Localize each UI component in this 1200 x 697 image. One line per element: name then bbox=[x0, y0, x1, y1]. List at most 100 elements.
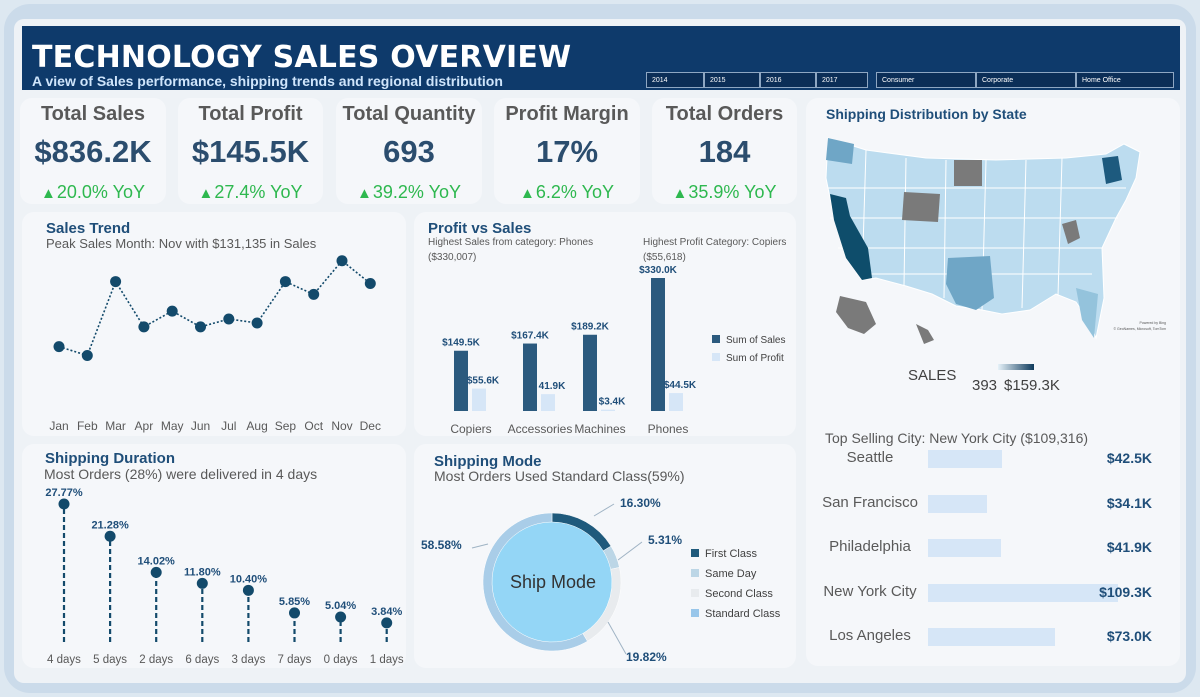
state-north-dakota[interactable] bbox=[954, 160, 982, 186]
slicer-segment-consumer[interactable]: Consumer bbox=[876, 72, 976, 88]
state-wyoming[interactable] bbox=[902, 192, 940, 222]
city-name: Los Angeles bbox=[829, 627, 911, 644]
sales-point-jun[interactable] bbox=[195, 321, 206, 333]
x-tick-label: 0 days bbox=[324, 654, 358, 666]
legend-label: Sum of Profit bbox=[726, 353, 784, 364]
bar-sales-accessories[interactable] bbox=[523, 343, 537, 411]
label-standard-class: 58.58% bbox=[421, 538, 462, 552]
x-tick-label: 2 days bbox=[139, 654, 173, 666]
map-attribution-bing: Powered by Bing bbox=[1140, 321, 1167, 325]
legend-label: Sum of Sales bbox=[726, 335, 786, 346]
x-tick-label: 7 days bbox=[278, 654, 312, 666]
legend-swatch bbox=[691, 549, 699, 557]
shipping-mode-card: Shipping Mode Most Orders Used Standard … bbox=[414, 444, 796, 668]
sales-point-apr[interactable] bbox=[138, 321, 150, 333]
up-arrow-icon: ▲ bbox=[672, 185, 688, 202]
state-new-york[interactable] bbox=[1102, 156, 1122, 184]
leader-line bbox=[471, 543, 489, 549]
bar-profit-machines[interactable] bbox=[601, 409, 615, 411]
sales-point-sep[interactable] bbox=[279, 276, 291, 288]
legend-label: Same Day bbox=[705, 568, 757, 580]
bar-profit-phones[interactable] bbox=[669, 393, 683, 411]
legend-swatch bbox=[691, 569, 699, 577]
x-tick-label: Aug bbox=[246, 419, 267, 433]
sales-point-may[interactable] bbox=[166, 305, 178, 317]
map-legend-max: $159.3K bbox=[1004, 377, 1060, 394]
slicer-year-2017[interactable]: 2017 bbox=[816, 72, 868, 88]
state-california[interactable] bbox=[830, 194, 872, 280]
bar-sales-phones[interactable] bbox=[651, 278, 665, 411]
kpi-yoy-text: 39.2% YoY bbox=[372, 182, 461, 202]
header-banner: TECHNOLOGY SALES OVERVIEW A view of Sale… bbox=[22, 26, 1180, 90]
sales-point-jul[interactable] bbox=[223, 313, 235, 325]
category-label: Accessories bbox=[508, 422, 573, 436]
legend-item-same-day: Same Day bbox=[691, 568, 756, 580]
lollipop-dot-5-days[interactable] bbox=[104, 530, 116, 542]
lollipop-dot-3-days[interactable] bbox=[242, 584, 254, 596]
slicer-segment-home-office[interactable]: Home Office bbox=[1076, 72, 1174, 88]
kpi-label: Total Profit bbox=[198, 103, 303, 125]
label-same-day: 5.31% bbox=[648, 533, 683, 547]
sales-point-oct[interactable] bbox=[308, 288, 320, 300]
donut-slice-standard-class[interactable] bbox=[482, 512, 588, 652]
sales-point-nov[interactable] bbox=[336, 255, 348, 267]
lollipop-value-label: 27.77% bbox=[45, 487, 83, 499]
city-name: Philadelphia bbox=[829, 538, 911, 555]
slicer-year-2014[interactable]: 2014 bbox=[646, 72, 704, 88]
state-hawaii[interactable] bbox=[916, 324, 934, 344]
state-florida[interactable] bbox=[1076, 288, 1098, 338]
lollipop-dot-6-days[interactable] bbox=[196, 577, 208, 589]
kpi-yoy-text: 20.0% YoY bbox=[56, 182, 145, 202]
city-bar[interactable] bbox=[928, 628, 1055, 646]
category-label: Copiers bbox=[450, 422, 491, 436]
map-legend-gradient bbox=[998, 364, 1034, 370]
sales-data-label: $189.2K bbox=[571, 322, 610, 333]
x-tick-label: 6 days bbox=[185, 654, 219, 666]
sales-point-jan[interactable] bbox=[53, 341, 65, 353]
kpi-yoy: ▲39.2% YoY bbox=[336, 182, 482, 203]
sales-point-dec[interactable] bbox=[364, 278, 376, 290]
state-texas[interactable] bbox=[946, 256, 994, 310]
legend-swatch bbox=[712, 353, 720, 361]
label-second-class: 19.82% bbox=[626, 650, 667, 664]
profit-data-label: $3.4K bbox=[599, 397, 626, 408]
lollipop-dot-2-days[interactable] bbox=[150, 566, 162, 578]
lollipop-dot-4-days[interactable] bbox=[58, 498, 70, 510]
city-bar[interactable] bbox=[928, 583, 1118, 602]
slicer-segment-corporate[interactable]: Corporate bbox=[976, 72, 1076, 88]
kpi-yoy: ▲35.9% YoY bbox=[652, 182, 797, 203]
up-arrow-icon: ▲ bbox=[520, 185, 535, 202]
sales-point-mar[interactable] bbox=[110, 276, 122, 288]
sales-point-aug[interactable] bbox=[251, 317, 263, 329]
kpi-yoy-text: 35.9% YoY bbox=[688, 182, 777, 202]
state-alaska[interactable] bbox=[836, 296, 876, 334]
city-bar[interactable] bbox=[928, 494, 988, 513]
city-bar[interactable] bbox=[928, 539, 1001, 557]
city-bar[interactable] bbox=[928, 450, 1002, 468]
lollipop-dot-7-days[interactable] bbox=[289, 607, 300, 619]
kpi-yoy-text: 27.4% YoY bbox=[214, 182, 303, 202]
donut-center-label: Ship Mode bbox=[510, 572, 597, 592]
us-map[interactable]: Powered by Bing © GeoNames, Microsoft, T… bbox=[806, 98, 1180, 666]
bar-profit-copiers[interactable] bbox=[472, 388, 486, 411]
sales-point-feb[interactable] bbox=[81, 350, 93, 361]
legend-label: First Class bbox=[705, 548, 757, 560]
state-west-virginia[interactable] bbox=[1062, 220, 1080, 244]
lollipop-value-label: 3.84% bbox=[371, 606, 402, 618]
x-tick-label: Sep bbox=[275, 419, 297, 433]
bar-profit-accessories[interactable] bbox=[541, 394, 555, 411]
state-washington[interactable] bbox=[826, 138, 854, 164]
slicer-year-2015[interactable]: 2015 bbox=[704, 72, 760, 88]
donut-center bbox=[492, 522, 612, 642]
lollipop-dot-0-days[interactable] bbox=[335, 611, 347, 623]
legend-item-profit: Sum of Profit bbox=[712, 353, 784, 364]
kpi-label: Profit Margin bbox=[505, 103, 629, 125]
bar-sales-copiers[interactable] bbox=[454, 350, 468, 411]
city-value: $109.3K bbox=[1099, 583, 1152, 600]
slicer-year-2016[interactable]: 2016 bbox=[760, 72, 816, 88]
city-value: $34.1K bbox=[1106, 494, 1152, 511]
city-value: $41.9K bbox=[1106, 539, 1152, 555]
lollipop-value-label: 14.02% bbox=[138, 555, 176, 567]
lollipop-dot-1-days[interactable] bbox=[381, 617, 393, 629]
bar-sales-machines[interactable] bbox=[583, 334, 597, 411]
